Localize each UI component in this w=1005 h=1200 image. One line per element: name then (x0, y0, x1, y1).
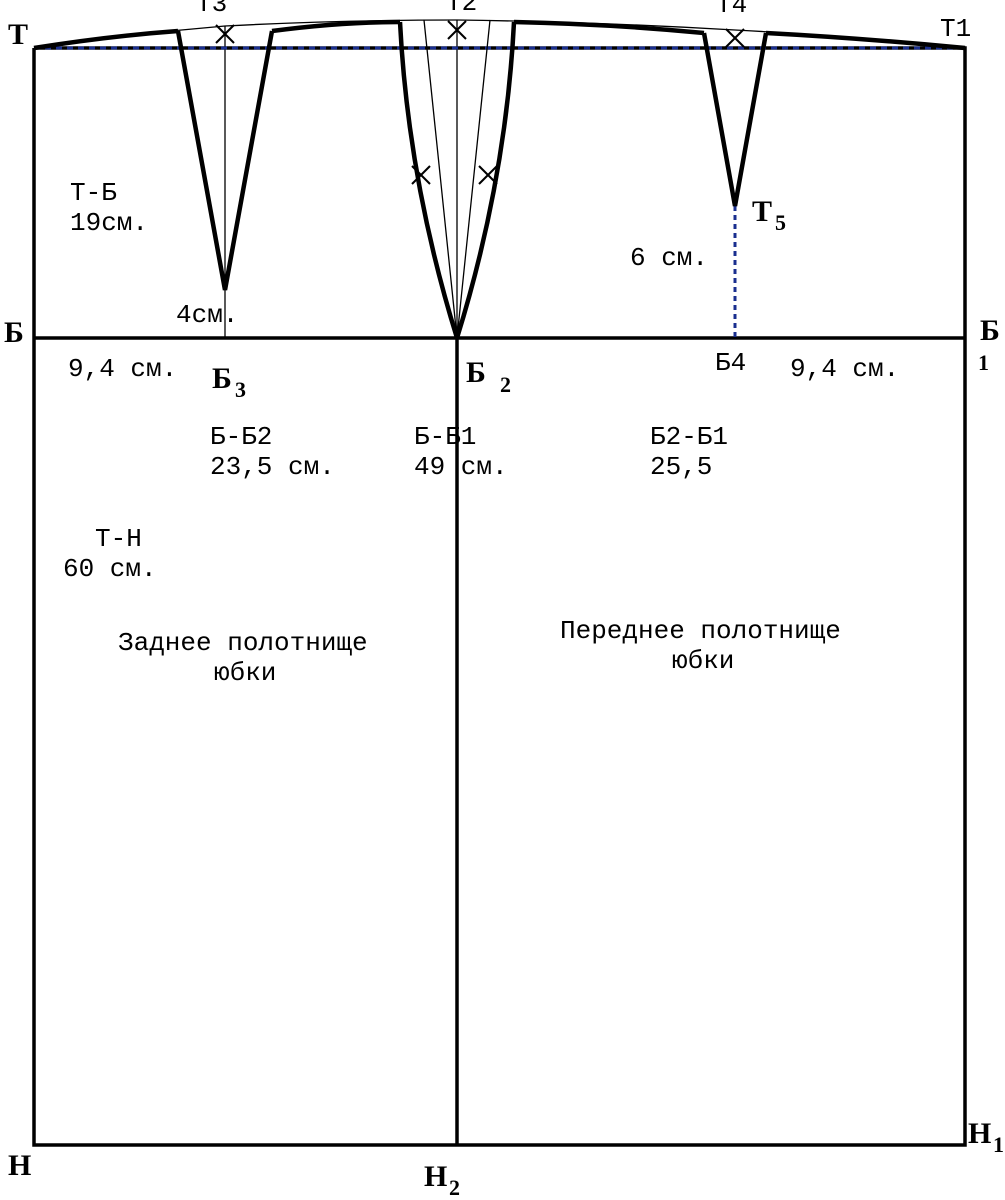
label-b2b1_val: 25,5 (650, 452, 712, 482)
label-B3s: 3 (235, 377, 246, 402)
label-B4: Б4 (715, 348, 746, 378)
label-B2s: 2 (500, 372, 511, 397)
label-B: Б (4, 316, 24, 349)
label-T2: Т2 (446, 0, 477, 18)
skirt-pattern-diagram: ТТ1Т2Т3Т4ББ4НТ5Б1Б2Б3Н1Н2Т-Б19см.4см.6 с… (0, 0, 1005, 1200)
label-H: Н (8, 1149, 31, 1182)
label-front_panel_l1: Переднее полотнище (560, 616, 841, 646)
label-tb_val: 19см. (70, 208, 148, 238)
label-H1: Н (968, 1117, 991, 1150)
label-tb_name: Т-Б (70, 178, 117, 208)
label-gap_front: 6 см. (630, 243, 708, 273)
label-th_val: 60 см. (63, 554, 157, 584)
label-bright: 9,4 см. (790, 354, 899, 384)
label-T1: Т1 (940, 14, 971, 44)
label-T3: Т3 (196, 0, 227, 19)
label-gap_back: 4см. (176, 300, 238, 330)
label-th_name: Т-Н (95, 524, 142, 554)
label-bb2_name: Б-Б2 (210, 422, 272, 452)
label-T: Т (8, 18, 28, 51)
label-B1: Б (980, 314, 1000, 347)
label-H2: Н (424, 1160, 447, 1193)
label-T5s: 5 (775, 210, 786, 235)
label-bb2_val: 23,5 см. (210, 452, 335, 482)
label-front_panel_l2: юбки (672, 646, 734, 676)
label-b2b1_name: Б2-Б1 (650, 422, 728, 452)
label-H2s: 2 (449, 1175, 460, 1200)
label-B2: Б (466, 356, 486, 389)
label-H1s: 1 (993, 1132, 1004, 1157)
label-B1s: 1 (978, 350, 989, 375)
label-back_panel_l2: юбки (214, 658, 276, 688)
label-B3: Б (212, 362, 232, 395)
label-T4: Т4 (716, 0, 747, 20)
label-bb1_val: 49 см. (414, 452, 508, 482)
label-T5: Т (752, 195, 772, 228)
label-bleft: 9,4 см. (68, 354, 177, 384)
label-bb1_name: Б-Б1 (414, 422, 476, 452)
label-back_panel_l1: Заднее полотнище (118, 628, 368, 658)
